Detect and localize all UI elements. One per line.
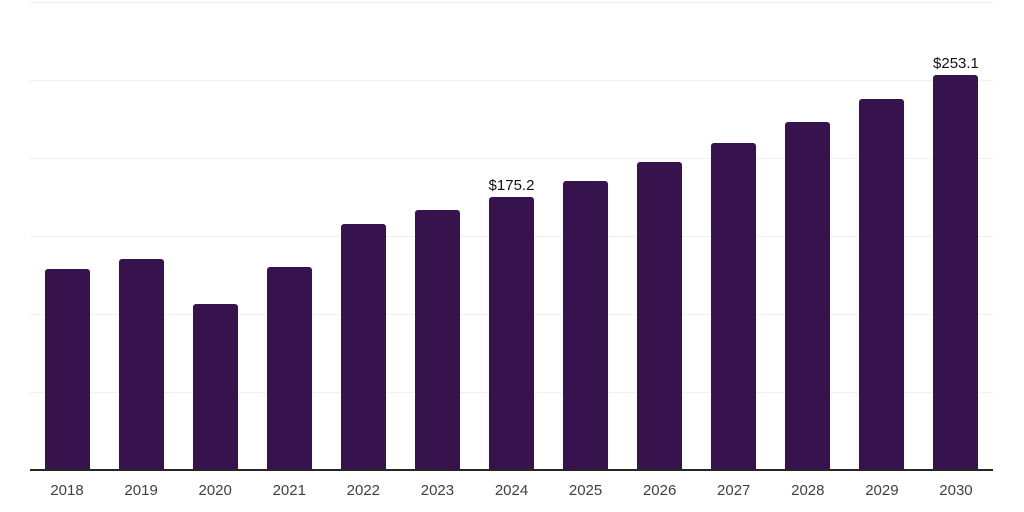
bar-2029 (859, 99, 905, 470)
x-tick-label-2027: 2027 (717, 482, 751, 499)
bar-2023 (414, 209, 460, 470)
gridline-300 (30, 2, 993, 3)
x-tick-label-2022: 2022 (346, 482, 381, 499)
bar-2026 (637, 161, 683, 470)
x-tick-label-2029: 2029 (865, 482, 899, 499)
data-label-2030: $253.1 (933, 55, 979, 73)
x-tick-label-2018: 2018 (50, 482, 84, 499)
x-tick-label-2021: 2021 (272, 482, 306, 499)
x-tick-label-2024: 2024 (494, 482, 529, 499)
x-tick-label-2023: 2023 (420, 482, 455, 499)
x-tick-label-2026: 2026 (642, 482, 677, 499)
bar-2020 (192, 304, 238, 470)
bar-2028 (785, 121, 831, 470)
x-tick-label-2030: 2030 (939, 482, 973, 499)
x-tick-label-2019: 2019 (124, 482, 158, 499)
x-axis-line (30, 469, 993, 471)
x-tick-label-2025: 2025 (568, 482, 603, 499)
bar-2025 (563, 180, 609, 470)
data-label-2024: $175.2 (488, 176, 535, 194)
bar-2022 (340, 224, 386, 470)
bar-2027 (711, 143, 757, 470)
x-tick-label-2020: 2020 (198, 482, 232, 499)
bar-2030 (933, 75, 979, 470)
bar-2018 (44, 268, 90, 470)
gridline-250 (30, 80, 993, 81)
x-tick-label-2028: 2028 (791, 482, 825, 499)
bar-2024 (489, 196, 534, 470)
gridline-200 (30, 158, 993, 159)
bar-2021 (266, 266, 312, 470)
bar-2019 (118, 259, 164, 470)
